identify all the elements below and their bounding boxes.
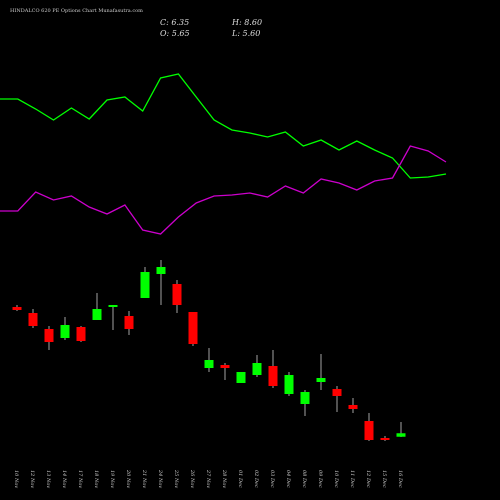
x-tick-label: 03 Dec [269,470,275,488]
x-tick-label: 09 Dec [317,470,323,488]
x-tick-label: 12 Dec [365,470,371,488]
candle-body [348,405,358,409]
candle-body [44,329,54,342]
x-tick-label: 21 Nov [141,469,147,488]
candle-body [204,360,214,368]
candle-body [268,366,278,386]
x-tick-label: 11 Dec [349,470,355,488]
x-tick-label: 13 Nov [45,470,51,488]
x-tick-label: 14 Nov [61,470,67,488]
low-label: L: 5.60 [231,29,260,38]
x-tick-label: 28 Nov [221,469,227,488]
x-tick-label: 10 Nov [13,470,19,488]
x-tick-label: 04 Dec [285,470,291,488]
x-tick-label: 01 Dec [237,470,243,488]
x-tick-label: 08 Dec [301,470,307,488]
candle-body [220,365,230,368]
candle-body [332,389,342,396]
indicator-line [0,145,447,235]
open-label: O: 5.65 [160,29,190,38]
candle-body [364,421,374,440]
candle-body [252,363,262,375]
indicator-line [0,73,447,179]
x-tick-label: 24 Nov [157,469,163,488]
candle-body [396,433,406,437]
candle-body [28,313,38,326]
chart-title: HINDALCO 620 PE Options Chart Munafasutr… [10,8,143,14]
high-label: H: 8.60 [231,18,262,27]
candle-body [124,316,134,329]
candle-body [108,305,118,307]
x-tick-label: 10 Dec [333,470,339,488]
x-tick-label: 15 Dec [381,470,387,488]
x-tick-label: 12 Nov [29,470,35,488]
candle-body [60,325,70,338]
candle-body [140,272,150,298]
x-tick-label: 16 Dec [397,470,403,488]
x-tick-label: 25 Nov [173,469,179,488]
close-label: C: 6.35 [160,18,189,27]
candle-body [380,438,390,440]
x-tick-label: 20 Nov [125,469,131,488]
x-tick-label: 19 Nov [109,470,115,488]
candle-body [300,392,310,404]
x-tick-label: 02 Dec [253,470,259,488]
candle-body [316,378,326,382]
candle-body [92,309,102,320]
candle-body [236,372,246,383]
candle-body [76,327,86,341]
candle-body [156,267,166,274]
candle-body [188,312,198,344]
x-tick-label: 17 Nov [77,470,83,488]
candle-body [12,307,22,310]
x-tick-label: 27 Nov [205,469,211,488]
x-tick-label: 18 Nov [93,470,99,488]
candle-body [172,284,182,305]
candle-body [284,375,294,394]
x-tick-label: 26 Nov [189,469,195,488]
